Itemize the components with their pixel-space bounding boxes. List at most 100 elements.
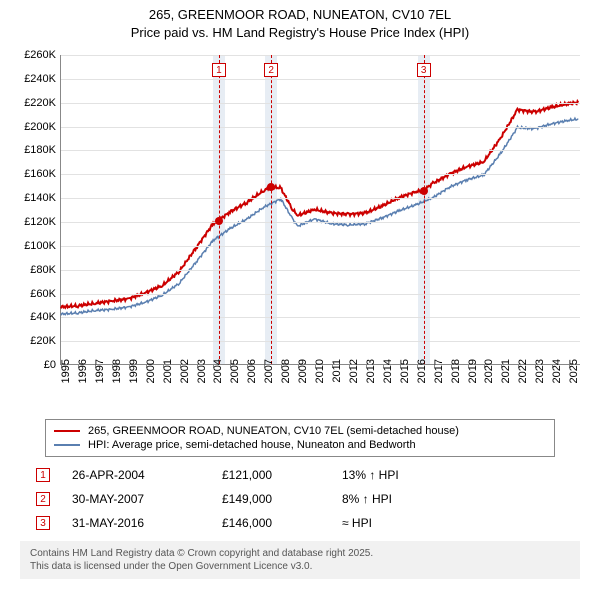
x-axis-label: 2010 <box>314 359 326 383</box>
x-axis-label: 2024 <box>551 359 563 383</box>
x-axis-label: 2000 <box>145 359 157 383</box>
sale-price: £121,000 <box>222 468 342 482</box>
x-axis-label: 2015 <box>399 359 411 383</box>
title-subtitle: Price paid vs. HM Land Registry's House … <box>10 24 590 42</box>
series-line <box>61 118 578 315</box>
y-axis-label: £240K <box>10 73 56 85</box>
x-axis-label: 2001 <box>162 359 174 383</box>
x-axis-label: 2016 <box>416 359 428 383</box>
x-axis-label: 2011 <box>331 359 343 383</box>
gridline <box>61 198 580 199</box>
sales-table: 1 26-APR-2004£121,00013% ↑ HPI 2 30-MAY-200… <box>30 463 570 535</box>
gridline <box>61 103 580 104</box>
x-axis-label: 2017 <box>433 359 445 383</box>
x-axis-label: 2003 <box>196 359 208 383</box>
y-axis-label: £120K <box>10 216 56 228</box>
sale-marker <box>420 187 428 195</box>
y-axis-label: £100K <box>10 240 56 252</box>
gridline <box>61 317 580 318</box>
sale-relation: 8% ↑ HPI <box>342 492 392 506</box>
footer-line1: Contains HM Land Registry data © Crown c… <box>30 547 570 560</box>
x-axis-label: 2004 <box>212 359 224 383</box>
sale-relation: ≈ HPI <box>342 516 372 530</box>
legend-label: HPI: Average price, semi-detached house,… <box>88 439 416 451</box>
x-axis-label: 2002 <box>179 359 191 383</box>
x-axis-label: 2005 <box>229 359 241 383</box>
sale-badge: 3 <box>417 63 431 77</box>
gridline <box>61 79 580 80</box>
legend-swatch <box>54 444 80 446</box>
sale-row: 1 26-APR-2004£121,00013% ↑ HPI <box>30 463 570 487</box>
series-line <box>61 101 578 308</box>
sale-price: £149,000 <box>222 492 342 506</box>
gridline <box>61 294 580 295</box>
x-axis-label: 2006 <box>246 359 258 383</box>
x-axis-label: 1996 <box>77 359 89 383</box>
y-axis-label: £140K <box>10 192 56 204</box>
title-address: 265, GREENMOOR ROAD, NUNEATON, CV10 7EL <box>10 6 590 24</box>
legend: 265, GREENMOOR ROAD, NUNEATON, CV10 7EL … <box>45 419 555 457</box>
title-block: 265, GREENMOOR ROAD, NUNEATON, CV10 7EL … <box>0 0 600 45</box>
sale-date: 31-MAY-2016 <box>72 516 222 530</box>
sale-row: 2 30-MAY-2007£149,0008% ↑ HPI <box>30 487 570 511</box>
x-axis-label: 2025 <box>568 359 580 383</box>
y-axis-label: £80K <box>10 264 56 276</box>
y-axis-label: £0 <box>10 359 56 371</box>
sale-index-badge: 2 <box>36 492 50 506</box>
footer-line2: This data is licensed under the Open Gov… <box>30 560 570 573</box>
gridline <box>61 55 580 56</box>
y-axis-label: £200K <box>10 121 56 133</box>
x-axis-label: 1995 <box>60 359 72 383</box>
y-axis-label: £20K <box>10 335 56 347</box>
y-axis-label: £260K <box>10 49 56 61</box>
footer-attribution: Contains HM Land Registry data © Crown c… <box>20 541 580 579</box>
legend-item: 265, GREENMOOR ROAD, NUNEATON, CV10 7EL … <box>54 424 546 438</box>
x-axis-label: 2008 <box>280 359 292 383</box>
sale-dashed-line <box>424 55 425 364</box>
y-axis-label: £220K <box>10 97 56 109</box>
x-axis-label: 2021 <box>500 359 512 383</box>
gridline <box>61 127 580 128</box>
gridline <box>61 150 580 151</box>
x-axis-label: 2012 <box>348 359 360 383</box>
x-axis-label: 2019 <box>467 359 479 383</box>
sale-row: 3 31-MAY-2016£146,000≈ HPI <box>30 511 570 535</box>
x-axis-label: 2022 <box>517 359 529 383</box>
gridline <box>61 270 580 271</box>
legend-item: HPI: Average price, semi-detached house,… <box>54 438 546 452</box>
x-axis-label: 2007 <box>263 359 275 383</box>
gridline <box>61 246 580 247</box>
x-axis-label: 2023 <box>534 359 546 383</box>
sale-marker <box>267 183 275 191</box>
sale-relation: 13% ↑ HPI <box>342 468 399 482</box>
sale-date: 26-APR-2004 <box>72 468 222 482</box>
x-axis-label: 1997 <box>94 359 106 383</box>
x-axis-label: 2009 <box>297 359 309 383</box>
sale-badge: 2 <box>264 63 278 77</box>
sale-index-badge: 1 <box>36 468 50 482</box>
gridline <box>61 174 580 175</box>
x-axis-label: 2020 <box>483 359 495 383</box>
page-container: 265, GREENMOOR ROAD, NUNEATON, CV10 7EL … <box>0 0 600 579</box>
sale-index-badge: 3 <box>36 516 50 530</box>
legend-swatch <box>54 430 80 432</box>
plot-area: 1 2 3 <box>60 55 580 365</box>
sale-date: 30-MAY-2007 <box>72 492 222 506</box>
gridline <box>61 341 580 342</box>
y-axis-label: £60K <box>10 288 56 300</box>
y-axis-label: £40K <box>10 311 56 323</box>
x-axis-label: 1999 <box>128 359 140 383</box>
x-axis-label: 2018 <box>450 359 462 383</box>
x-axis-label: 1998 <box>111 359 123 383</box>
chart: 1 2 3 £0 £20K £40K £60K £80K £100K £120K £140K £16… <box>10 45 590 415</box>
sale-dashed-line <box>271 55 272 364</box>
sale-marker <box>215 217 223 225</box>
y-axis-label: £160K <box>10 168 56 180</box>
legend-label: 265, GREENMOOR ROAD, NUNEATON, CV10 7EL … <box>88 425 459 437</box>
sale-dashed-line <box>219 55 220 364</box>
sale-badge: 1 <box>212 63 226 77</box>
x-axis-label: 2014 <box>382 359 394 383</box>
y-axis-label: £180K <box>10 144 56 156</box>
gridline <box>61 222 580 223</box>
sale-price: £146,000 <box>222 516 342 530</box>
